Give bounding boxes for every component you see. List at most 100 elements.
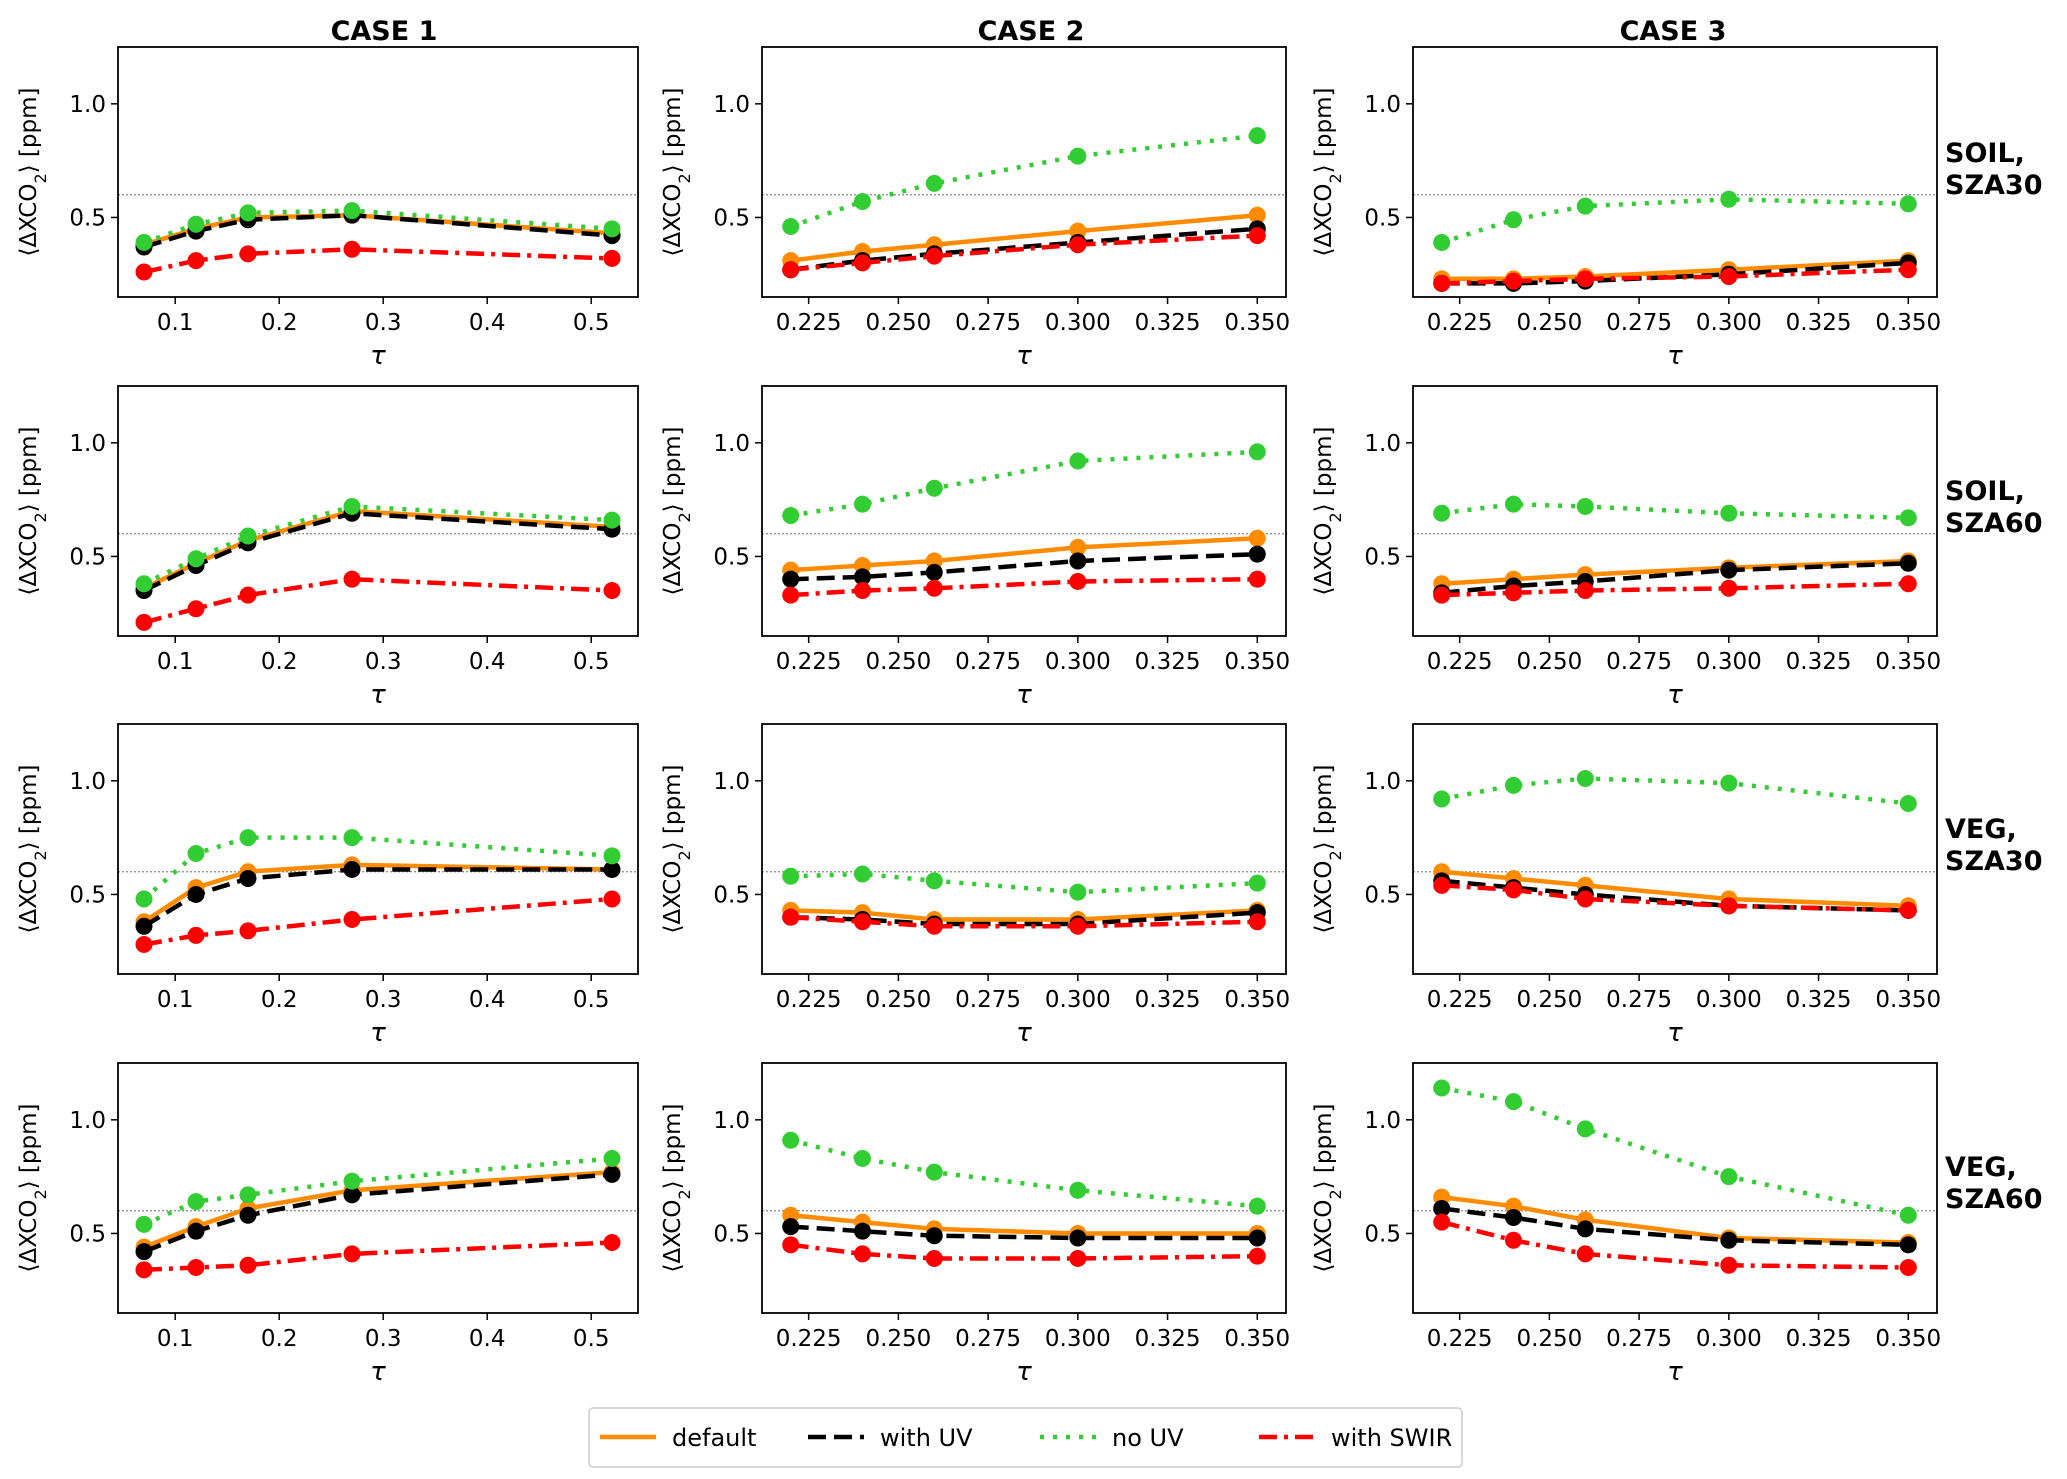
y-axis-label-prefix: ⟨ΔXCO: [1311, 523, 1337, 596]
point-with-swir: [853, 254, 871, 272]
x-tick-label: 0.325: [1135, 987, 1201, 1013]
point-no-uv: [853, 1149, 871, 1167]
series-line-with-uv: [143, 212, 613, 250]
y-axis-label: ⟨ΔXCO2⟩ [ppm]: [660, 88, 694, 257]
point-with-uv: [782, 570, 800, 588]
y-tick-label: 1.0: [713, 92, 750, 118]
x-axis-label: τ: [1016, 341, 1032, 371]
point-with-uv: [1248, 1229, 1266, 1247]
subplot-case-1-soil-sza30: 0.1 0.2 0.3 0.4 0.5 0.5 1.0 τ ⟨ΔXCO2⟩ [ppm]: [16, 46, 639, 371]
y-tick-label: 0.5: [69, 882, 106, 908]
column-title-case-3: CASE 3: [1620, 16, 1727, 47]
point-with-uv: [1720, 1231, 1738, 1249]
point-with-swir: [187, 1259, 205, 1277]
point-with-swir: [853, 913, 871, 931]
point-with-swir: [239, 922, 257, 940]
x-tick-label: 0.325: [1786, 310, 1852, 336]
x-tick-label: 0.1: [157, 310, 194, 336]
series-line-with-swir: [143, 576, 613, 625]
point-with-swir: [1504, 272, 1522, 290]
y-tick-label: 1.0: [69, 1108, 106, 1134]
plot-frame: [761, 723, 1287, 975]
point-with-swir: [1720, 579, 1738, 597]
point-with-swir: [1069, 1249, 1087, 1267]
point-no-uv: [1248, 1197, 1266, 1215]
y-axis-label: ⟨ΔXCO2⟩ [ppm]: [16, 427, 50, 596]
y-tick-label: 1.0: [69, 92, 106, 118]
point-with-swir: [853, 582, 871, 600]
x-tick-label: 0.350: [1875, 1326, 1941, 1352]
x-tick-label: 0.225: [1427, 649, 1493, 675]
point-no-uv: [1720, 774, 1738, 792]
row-label-1: SOIL, SZA30: [1945, 138, 2043, 201]
point-with-swir: [1899, 901, 1917, 919]
point-with-swir: [1504, 584, 1522, 602]
subplot-case-2-soil-sza60: 0.225 0.250 0.275 0.300 0.325 0.350 0.5 1.0 τ ⟨ΔX…: [660, 385, 1290, 710]
y-tick-label: 0.5: [69, 544, 106, 570]
point-with-swir: [925, 247, 943, 265]
row-labels: SOIL, SZA30 SOIL, SZA60 VEG, SZA30 VEG, …: [1945, 138, 2043, 1215]
y-axis-label-subscript: 2: [675, 173, 694, 183]
point-with-uv: [853, 568, 871, 586]
y-axis-label-prefix: ⟨ΔXCO: [660, 523, 686, 596]
x-tick-label: 0.5: [573, 310, 610, 336]
point-with-uv: [1248, 545, 1266, 563]
legend-frame: [588, 1407, 1463, 1468]
y-axis-label-prefix: ⟨ΔXCO: [1311, 861, 1337, 934]
series-line-with-swir: [143, 896, 613, 947]
point-default: [1248, 206, 1266, 224]
point-with-swir: [135, 613, 153, 631]
point-with-uv: [1504, 1209, 1522, 1227]
plot-frame: [1412, 46, 1938, 298]
point-no-uv: [343, 829, 361, 847]
point-with-uv: [343, 1186, 361, 1204]
point-no-uv: [1433, 504, 1451, 522]
legend-label: default: [672, 1424, 756, 1452]
point-with-uv: [925, 563, 943, 581]
y-axis-label-suffix: ⟩ [ppm]: [16, 88, 42, 174]
x-tick-label: 0.3: [365, 310, 402, 336]
point-no-uv: [135, 233, 153, 251]
row-label-4-line-2: SZA60: [1945, 1184, 2043, 1215]
point-with-swir: [1720, 1256, 1738, 1274]
point-no-uv: [853, 865, 871, 883]
x-tick-label: 0.300: [1045, 310, 1111, 336]
point-no-uv: [603, 1149, 621, 1167]
y-axis-label: ⟨ΔXCO2⟩ [ppm]: [660, 427, 694, 596]
x-tick-label: 0.225: [776, 310, 842, 336]
point-with-swir: [1069, 236, 1087, 254]
y-axis-label-suffix: ⟩ [ppm]: [16, 765, 42, 851]
plot-frame: [1412, 1062, 1938, 1314]
point-no-uv: [925, 1163, 943, 1181]
point-with-swir: [1433, 876, 1451, 894]
y-axis-label-prefix: ⟨ΔXCO: [660, 1200, 686, 1273]
y-axis-label: ⟨ΔXCO2⟩ [ppm]: [660, 765, 694, 934]
point-with-swir: [1248, 913, 1266, 931]
x-tick-label: 0.275: [1606, 649, 1672, 675]
point-no-uv: [1433, 1079, 1451, 1097]
y-tick-label: 0.5: [713, 1221, 750, 1247]
point-no-uv: [925, 479, 943, 497]
y-axis-label: ⟨ΔXCO2⟩ [ppm]: [1311, 427, 1345, 596]
point-no-uv: [782, 1131, 800, 1149]
point-with-swir: [925, 917, 943, 935]
x-tick-label: 0.350: [1875, 310, 1941, 336]
subplot-case-1-veg-sza60: 0.1 0.2 0.3 0.4 0.5 0.5 1.0 τ ⟨ΔXCO2⟩ [ppm]: [16, 1062, 639, 1387]
legend-label: with SWIR: [1331, 1424, 1452, 1452]
point-no-uv: [239, 829, 257, 847]
y-axis-label-suffix: ⟩ [ppm]: [16, 1104, 42, 1190]
y-tick-label: 1.0: [1364, 1108, 1401, 1134]
y-axis-label-suffix: ⟩ [ppm]: [660, 427, 686, 513]
plot-frame: [1412, 723, 1938, 975]
y-axis-label-subscript: 2: [31, 173, 50, 183]
point-with-swir: [1899, 1259, 1917, 1277]
point-no-uv: [1899, 1206, 1917, 1224]
plot-frame: [761, 385, 1287, 637]
point-no-uv: [1504, 1093, 1522, 1111]
point-with-swir: [1576, 582, 1594, 600]
x-axis-label: τ: [370, 341, 386, 371]
column-titles: CASE 1 CASE 2 CASE 3: [331, 16, 1727, 47]
subplot-case-2-veg-sza30: 0.225 0.250 0.275 0.300 0.325 0.350 0.5 1.0 τ ⟨ΔX…: [660, 723, 1290, 1048]
y-axis-label-prefix: ⟨ΔXCO: [660, 184, 686, 257]
y-tick-label: 0.5: [1364, 205, 1401, 231]
